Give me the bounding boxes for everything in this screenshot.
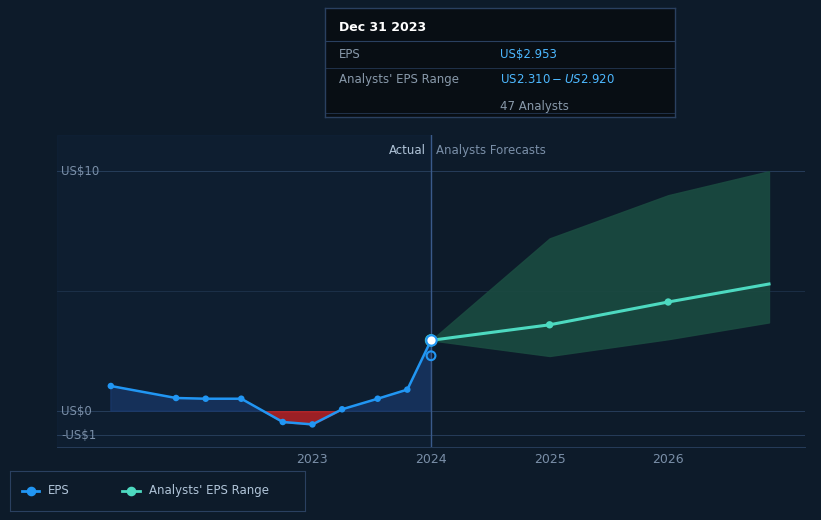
Point [543,321,556,329]
Point [104,382,117,390]
Text: US$2.953: US$2.953 [500,48,557,61]
Point [24,487,37,495]
Text: Actual: Actual [389,144,426,157]
Text: US$2.310 - US$2.920: US$2.310 - US$2.920 [500,73,615,86]
Text: EPS: EPS [48,484,70,497]
Point [200,395,213,403]
Text: Analysts' EPS Range: Analysts' EPS Range [149,484,268,497]
Text: Analysts Forecasts: Analysts Forecasts [436,144,546,157]
Point [401,385,414,394]
Point [306,420,319,428]
Text: 47 Analysts: 47 Analysts [500,99,569,112]
Point [424,336,438,344]
Point [424,352,438,360]
Point [336,405,349,413]
Text: Analysts' EPS Range: Analysts' EPS Range [339,73,459,86]
Text: US$0: US$0 [61,405,92,418]
Point [235,395,248,403]
Point [169,394,182,402]
Point [662,298,675,306]
Text: Dec 31 2023: Dec 31 2023 [339,21,426,34]
Text: -US$1: -US$1 [61,428,96,441]
Point [276,418,289,426]
Bar [57,135,431,447]
Text: EPS: EPS [339,48,361,61]
Point [424,336,438,344]
Point [371,395,384,403]
Point [125,487,138,495]
Text: US$10: US$10 [61,165,99,178]
